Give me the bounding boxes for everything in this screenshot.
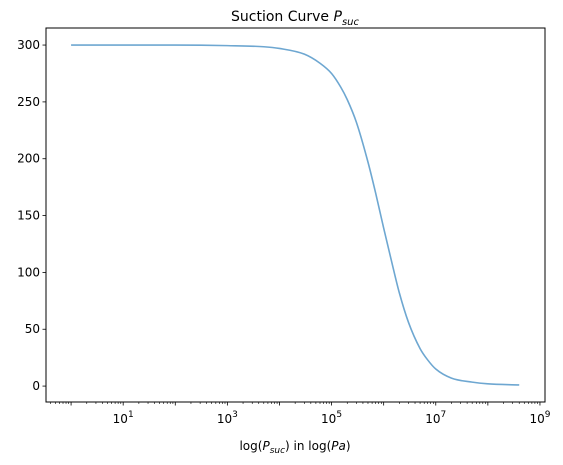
x-axis-label-prefix: log( xyxy=(239,439,262,453)
x-tick-label: 103 xyxy=(217,410,238,426)
x-tick-label-exponent: 7 xyxy=(441,410,447,420)
y-tick-label: 300 xyxy=(17,38,40,52)
y-tick-label: 100 xyxy=(17,265,40,279)
x-axis-label-middle: ) in log( xyxy=(285,439,331,453)
x-axis-label-subscript: suc xyxy=(270,446,285,456)
x-tick-label: 105 xyxy=(321,410,342,426)
series-layer xyxy=(71,44,520,386)
y-tick-label: 250 xyxy=(17,95,40,109)
x-tick-label: 107 xyxy=(425,410,446,426)
x-tick-label: 109 xyxy=(529,410,550,426)
x-tick-label-base: 10 xyxy=(217,412,232,426)
series-line xyxy=(71,44,520,386)
x-tick-label-base: 10 xyxy=(113,412,128,426)
x-tick-label: 101 xyxy=(113,410,134,426)
x-tick-label-exponent: 5 xyxy=(336,410,342,420)
x-axis-label-unit: Pa xyxy=(331,439,346,453)
chart-title-symbol: P xyxy=(333,9,342,25)
x-tick-label-exponent: 1 xyxy=(128,410,134,420)
x-axis-label: log(Psuc) in log(Pa) xyxy=(239,439,350,456)
y-tick-label: 200 xyxy=(17,152,40,166)
y-tick-label: 0 xyxy=(32,379,40,393)
chart-title-main: Suction Curve xyxy=(231,9,333,25)
chart-title: Suction Curve Psuc xyxy=(231,9,359,28)
plot-background xyxy=(46,28,545,402)
x-tick-label-exponent: 3 xyxy=(232,410,238,420)
x-axis-label-suffix: ) xyxy=(346,439,351,453)
y-tick-label: 150 xyxy=(17,209,40,223)
x-axis-label-symbol: P xyxy=(262,439,270,453)
y-tick-label: 50 xyxy=(25,322,40,336)
x-tick-label-exponent: 9 xyxy=(545,410,551,420)
chart-title-subscript: suc xyxy=(342,17,360,28)
plot-frame xyxy=(45,27,546,403)
x-tick-label-base: 10 xyxy=(529,412,544,426)
x-tick-label-base: 10 xyxy=(425,412,440,426)
x-tick-label-base: 10 xyxy=(321,412,336,426)
